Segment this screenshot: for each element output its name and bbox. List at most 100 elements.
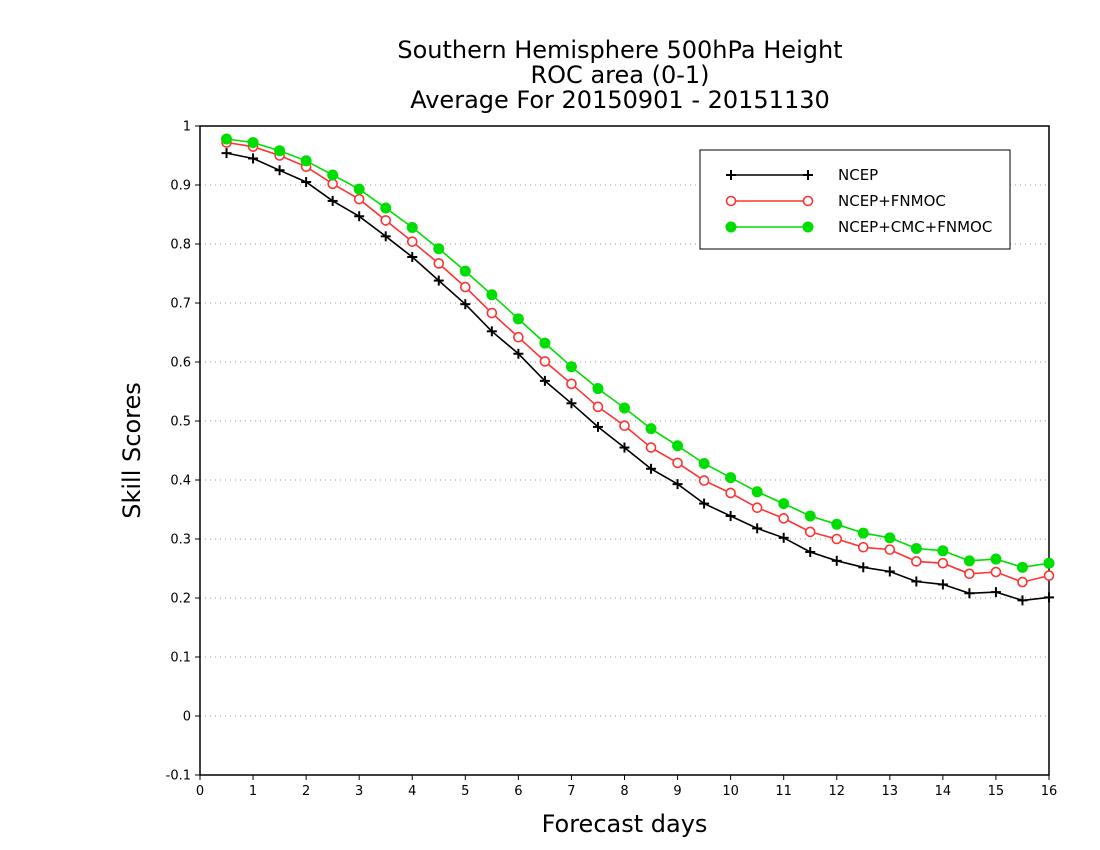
series-lines [221, 133, 1055, 606]
legend: NCEP NCEP+FNMOC NCEP+CMC+FNMOC [699, 149, 1011, 250]
data-point [592, 421, 603, 432]
data-point [354, 211, 365, 222]
data-point [592, 401, 604, 413]
data-point [937, 579, 948, 590]
data-point [1017, 595, 1028, 606]
y-tick-label: 0.1 [170, 651, 191, 666]
data-point [1043, 557, 1055, 569]
data-point [513, 348, 524, 359]
x-tick-label: 7 [567, 784, 575, 799]
legend-item: NCEP+FNMOC [725, 192, 946, 210]
data-point [937, 545, 949, 557]
data-point [486, 289, 498, 301]
legend-label: NCEP+CMC+FNMOC [838, 218, 992, 236]
data-point [1043, 570, 1055, 581]
data-point [831, 533, 843, 545]
y-axis-title: Skill Scores [118, 382, 146, 519]
data-point [566, 398, 577, 409]
x-tick-label: 8 [620, 784, 628, 799]
x-tick-label: 3 [355, 784, 363, 799]
data-point [566, 378, 577, 390]
data-point [512, 313, 524, 325]
title-line: ROC area (0-1) [530, 61, 709, 89]
legend-marker [803, 170, 813, 180]
legend-marker [725, 221, 737, 233]
x-tick-label: 0 [196, 784, 204, 799]
data-point [1016, 561, 1028, 573]
data-point [539, 337, 551, 349]
data-point [884, 544, 896, 555]
data-point [990, 566, 1002, 578]
data-point [380, 231, 391, 242]
data-point [804, 510, 816, 522]
data-point [327, 169, 339, 181]
legend-marker [802, 195, 814, 207]
data-point [751, 502, 763, 514]
y-tick-label: 0.8 [170, 238, 191, 253]
data-point [831, 555, 842, 566]
data-point [539, 356, 551, 367]
data-point [248, 153, 259, 164]
data-point [433, 258, 445, 269]
data-point [1017, 576, 1028, 588]
x-axis-title: Forecast days [542, 810, 708, 838]
data-point [752, 523, 763, 534]
x-tick-label: 16 [1041, 784, 1058, 799]
legend-marker [725, 195, 737, 207]
title-line: Average For 20150901 - 20151130 [410, 86, 830, 114]
data-point [274, 145, 286, 157]
y-tick-label: -0.1 [166, 769, 191, 784]
y-tick-label: 0.6 [170, 356, 191, 371]
data-point [831, 518, 843, 530]
data-point [751, 486, 763, 498]
data-point [672, 479, 683, 490]
data-point [619, 442, 630, 453]
x-tick-label: 13 [882, 784, 899, 799]
data-point [619, 402, 630, 414]
data-point [778, 513, 789, 524]
x-tick-label: 6 [514, 784, 522, 799]
y-tick-label: 0.5 [170, 415, 191, 430]
y-tick-label: 0.9 [170, 179, 191, 194]
data-point [778, 532, 789, 543]
data-point [884, 566, 895, 577]
data-point [565, 361, 577, 373]
data-point [698, 457, 710, 469]
data-point [406, 221, 418, 233]
data-point [539, 375, 550, 386]
y-tick-label: 0.2 [170, 592, 191, 607]
legend-item: NCEP+CMC+FNMOC [725, 218, 992, 236]
data-point [460, 281, 471, 293]
data-point [699, 498, 710, 509]
data-point [327, 195, 338, 206]
data-point [725, 472, 737, 484]
y-tick-label: 0.4 [170, 474, 191, 489]
data-point [884, 532, 896, 544]
data-point [486, 307, 498, 319]
data-point [645, 442, 657, 453]
series-1 [221, 137, 1055, 588]
data-point [407, 251, 418, 262]
data-point [672, 457, 683, 469]
data-point [672, 440, 684, 452]
y-tick-label: 0.3 [170, 533, 191, 548]
data-point [513, 331, 524, 343]
data-point [1044, 592, 1054, 603]
legend-marker [802, 221, 814, 233]
y-tick-label: 0.7 [170, 297, 191, 312]
x-tick-label: 14 [935, 784, 952, 799]
data-point [645, 423, 657, 435]
x-tick-label: 5 [461, 784, 469, 799]
data-point [646, 463, 657, 474]
data-point [937, 557, 949, 569]
x-tick-label: 9 [673, 784, 681, 799]
data-point [857, 527, 869, 539]
axis-ticks: -0.100.10.20.30.40.50.60.70.80.910 1 2 3 4 5 6… [166, 120, 1058, 800]
legend-marker [726, 170, 736, 180]
data-point [433, 243, 445, 255]
x-tick-label: 11 [775, 784, 792, 799]
data-point [964, 568, 975, 580]
data-point [433, 275, 444, 286]
data-point [301, 177, 312, 188]
